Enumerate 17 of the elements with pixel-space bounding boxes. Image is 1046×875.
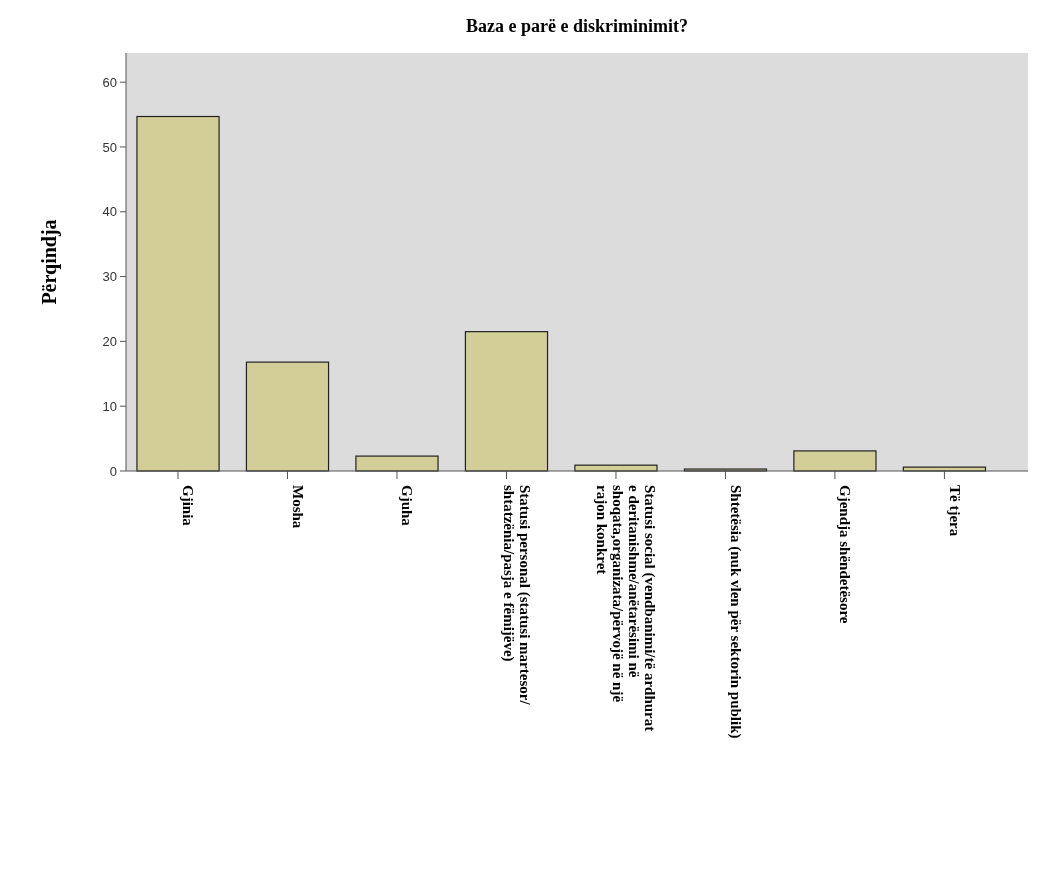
x-tick-label: Gjinia: [180, 485, 197, 527]
y-tick-label: 50: [102, 139, 117, 155]
x-tick-label: Mosha: [289, 485, 306, 529]
x-tick-label: Statusi personal (statusi martesor/ shtatzënia/pasja e fëmijëve): [499, 485, 533, 706]
y-axis-title: Përqindja: [38, 219, 61, 305]
chart-title: Baza e parë e diskriminimit?: [466, 16, 688, 36]
y-tick-label: 20: [102, 333, 117, 349]
x-tick-label: Shtetësia (nuk vlen për sektorin publik): [726, 485, 744, 739]
y-tick-label: 10: [102, 398, 117, 414]
x-tick-label: Të tjera: [946, 485, 963, 537]
y-tick-label: 0: [109, 463, 117, 479]
x-tick-label: Gjuha: [399, 485, 416, 527]
x-tick-label: Gjendja shëndetësore: [837, 485, 854, 624]
x-tick-label: Statusi social (vendbanimi/të ardhurat e deritanishme/anëtarësimi në shoqata,organizata/përvojë në një rajon konkret: [594, 485, 659, 732]
y-tick-label: 30: [102, 269, 117, 285]
y-tick-label: 60: [102, 74, 117, 90]
y-tick-label: 40: [102, 204, 117, 220]
